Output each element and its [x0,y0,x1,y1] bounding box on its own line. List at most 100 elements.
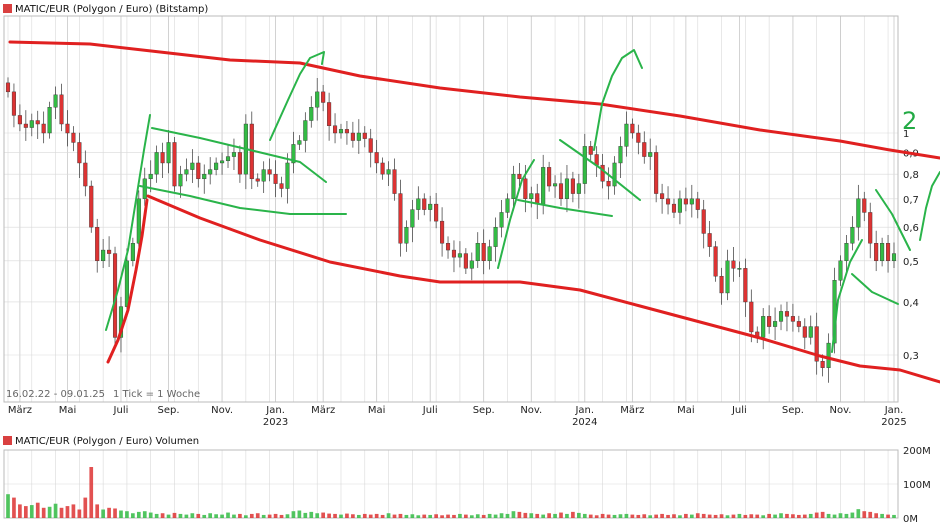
volume-bar [654,514,658,518]
candle-body [53,94,58,108]
volume-bar [785,513,789,518]
volume-bar [838,513,843,518]
candle-body [154,152,159,175]
volume-bar [802,514,807,518]
x-tick-label: Mai [59,405,77,416]
volume-bar [511,511,516,518]
candle-body [107,249,112,254]
volume-bar [452,514,456,518]
candle-body [89,185,94,228]
candle-body [338,129,344,134]
volume-bar [261,514,266,518]
volume-bar [422,514,427,518]
candle-body [451,249,457,258]
candle-body [612,162,617,187]
x-tick-label: Jan. [265,405,285,416]
green-support-stroke [139,185,347,215]
y-tick-label: 0,4 [903,298,919,309]
candle-body [23,123,28,128]
candle-body [202,173,207,180]
volume-y-tick-label: 200M [903,446,931,457]
candle-body [225,156,231,162]
volume-bar [749,514,754,518]
volume-bar [636,514,641,518]
candle-body [463,253,468,269]
green-upswing-stroke [919,171,940,241]
candle-body [814,326,819,362]
candle-body [184,169,189,175]
volume-bar [178,513,183,518]
y-tick-label: 0,3 [903,351,919,362]
candle-body [701,209,706,234]
volume-bar [475,514,480,518]
price-plot-frame [3,15,899,403]
x-tick-label: Jan. [574,405,594,416]
volume-bar [148,512,153,518]
volume-series [6,467,896,518]
candle-body [749,301,754,333]
volume-bar [362,513,367,518]
support-upswing-line [106,198,149,364]
candle-body [17,115,22,125]
candle-body [767,316,772,327]
volume-bar [244,515,248,518]
candle-body [856,198,861,228]
volume-legend-square [3,436,12,445]
volume-bar [487,513,492,518]
candle-body [773,321,778,327]
volume-bar [678,515,682,518]
candle-body [493,226,498,247]
x-tick-label: Mai [368,405,386,416]
x-tick-label: März [8,405,32,416]
x-year-label: 2025 [881,417,906,428]
candle-body [665,198,671,205]
volume-bar [386,513,391,518]
trend-channel [8,40,940,384]
volume-bar [65,506,70,518]
volume-bar [630,514,635,518]
volume-bar [862,511,867,518]
candle-body [790,316,795,322]
candle-body [279,183,284,189]
candle-body [481,243,486,262]
candle-body [606,180,611,187]
volume-bar [374,513,379,518]
volume-bar [303,512,308,518]
candlestick-series [5,77,897,383]
x-tick-label: Jan. [884,405,904,416]
candle-body [600,164,605,182]
x-tick-label: Sep. [473,405,495,416]
volume-bar [481,514,486,518]
candle-body [5,82,11,93]
candle-body [333,125,338,134]
volume-bar [416,515,421,518]
y-tick-label: 0,6 [903,223,919,234]
volume-bar [190,513,195,518]
volume-bar [392,514,397,518]
volume-bar [618,514,623,518]
volume-bar [142,511,147,518]
candle-body [261,169,266,182]
candle-body [558,183,564,199]
candle-body [541,167,546,205]
volume-bar [327,513,331,518]
volume-bar [779,513,783,518]
candle-body [642,142,647,157]
candle-body [380,162,385,175]
candle-body [255,178,260,182]
x-year-label: 2023 [263,417,288,428]
volume-bar [874,513,879,518]
candle-body [891,253,897,262]
volume-bar [588,514,593,518]
green-upswing-stroke [105,114,151,331]
volume-bar [565,513,569,518]
volume-bar [208,513,213,518]
volume-bar [29,505,34,518]
upper-trend-line [8,40,940,160]
annotation-number: 2 [902,107,917,135]
candle-body [267,169,272,175]
candle-body [291,144,296,164]
volume-bar [89,467,94,518]
green-hook-stroke [593,49,643,151]
